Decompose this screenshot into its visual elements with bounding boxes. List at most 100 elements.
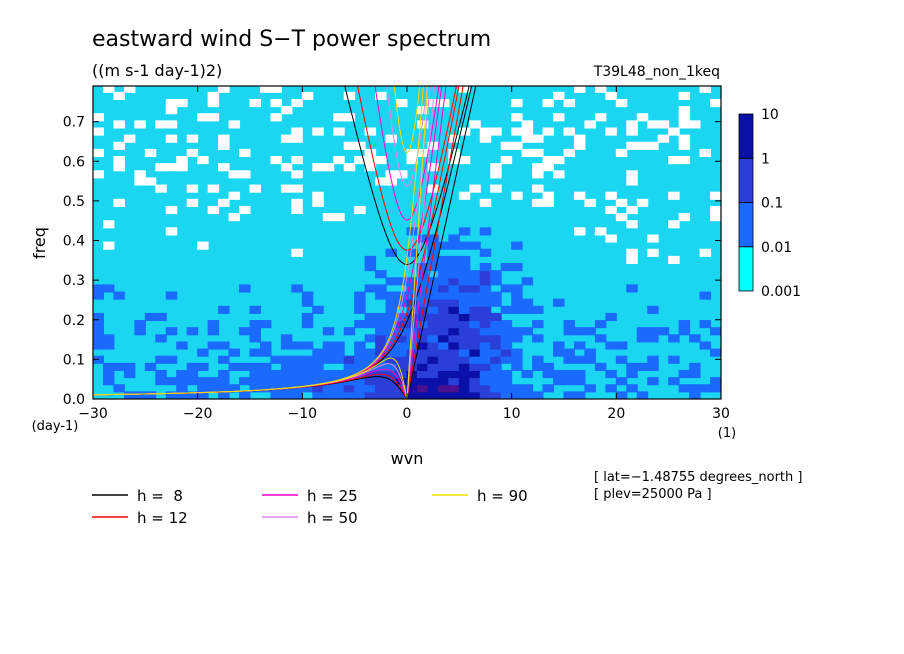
plot-area xyxy=(92,85,722,400)
spectrum-cell xyxy=(469,277,481,286)
spectrum-cell xyxy=(479,391,492,399)
spectrum-cell xyxy=(563,320,575,329)
spectrum-cell xyxy=(479,348,492,357)
spectrum-cell xyxy=(93,341,104,350)
spectrum-cell xyxy=(333,156,345,165)
spectrum-cell xyxy=(144,148,157,158)
spectrum-cell xyxy=(626,384,638,393)
spectrum-cell xyxy=(437,384,450,393)
spectrum-cell xyxy=(678,141,691,150)
spectrum-cell xyxy=(301,384,314,393)
spectrum-cell xyxy=(437,391,450,399)
spectrum-cell xyxy=(615,355,628,364)
spectrum-cell xyxy=(385,320,398,329)
spectrum-cell xyxy=(364,384,377,393)
spectrum-cell xyxy=(584,355,596,364)
spectrum-cell xyxy=(479,369,492,379)
spectrum-cell xyxy=(197,113,209,122)
spectrum-cell xyxy=(626,120,638,129)
spectrum-cell xyxy=(490,327,502,336)
spectrum-cell xyxy=(532,163,544,172)
spectrum-cell xyxy=(689,120,701,129)
spectrum-cell xyxy=(605,341,617,350)
spectrum-cell xyxy=(364,163,377,172)
legend: h = 8 h = 12 h = 25 h = 50 h = 90 xyxy=(92,487,528,527)
spectrum-cell xyxy=(699,320,712,329)
spectrum-cell xyxy=(239,377,251,386)
spectrum-cell xyxy=(678,320,691,329)
spectrum-cell xyxy=(280,355,293,364)
spectrum-cell xyxy=(500,377,513,386)
spectrum-cell xyxy=(448,377,460,386)
spectrum-cell xyxy=(521,298,534,307)
spectrum-cell xyxy=(123,391,136,399)
spectrum-cell xyxy=(218,134,230,143)
spectrum-cell xyxy=(710,384,721,393)
spectrum-cell xyxy=(343,163,356,172)
spectrum-cell xyxy=(416,377,429,386)
spectrum-cell xyxy=(291,127,303,136)
spectrum-cell xyxy=(490,369,502,379)
spectrum-cell xyxy=(375,362,387,371)
spectrum-cell xyxy=(102,377,115,386)
spectrum-cell xyxy=(553,341,565,350)
spectrum-cell xyxy=(458,320,471,329)
spectrum-cell xyxy=(458,227,471,236)
spectrum-cell xyxy=(239,170,251,179)
spectrum-cell xyxy=(93,334,104,343)
spectrum-cell xyxy=(647,305,659,314)
spectrum-cell xyxy=(479,298,492,307)
spectrum-cell xyxy=(584,348,596,357)
spectrum-cell xyxy=(710,191,721,200)
spectrum-cell xyxy=(511,355,523,364)
spectrum-cell xyxy=(134,170,146,179)
spectrum-cell xyxy=(448,348,460,357)
spectrum-cell xyxy=(406,391,418,399)
spectrum-cell xyxy=(249,377,261,386)
colorbar-swatch xyxy=(738,113,754,159)
spectrum-cell xyxy=(186,377,199,386)
spectrum-cell xyxy=(532,170,544,179)
y-tick-label: 0.2 xyxy=(63,313,85,329)
spectrum-cell xyxy=(448,369,460,379)
spectrum-cell xyxy=(364,369,377,379)
spectrum-cell xyxy=(469,312,481,322)
spectrum-cell xyxy=(301,291,314,300)
spectrum-cell xyxy=(427,384,439,393)
spectrum-cell xyxy=(113,198,125,207)
spectrum-cell xyxy=(511,391,523,399)
spectrum-cell xyxy=(354,320,366,329)
spectrum-cell xyxy=(542,191,555,200)
spectrum-cell xyxy=(458,312,471,322)
spectrum-cell xyxy=(563,327,575,336)
spectrum-cell xyxy=(291,248,303,257)
spectrum-cell xyxy=(469,320,481,329)
spectrum-cell xyxy=(479,312,492,322)
spectrum-cell xyxy=(605,369,617,379)
spectrum-cell xyxy=(511,98,523,108)
spectrum-cell xyxy=(375,156,387,165)
spectrum-cell xyxy=(437,291,450,300)
spectrum-cell xyxy=(218,141,230,150)
spectrum-cell xyxy=(427,163,439,172)
spectrum-cell xyxy=(521,305,534,314)
spectrum-cell xyxy=(270,384,282,393)
spectrum-cell xyxy=(322,213,335,222)
spectrum-cell xyxy=(364,348,377,357)
spectrum-cell xyxy=(186,327,199,336)
spectrum-cell xyxy=(500,355,513,364)
spectrum-cell xyxy=(427,320,439,329)
spectrum-cell xyxy=(416,284,429,293)
spectrum-cell xyxy=(605,312,617,322)
spectrum-cell xyxy=(437,241,450,250)
spectrum-cell xyxy=(521,384,534,393)
spectrum-cell xyxy=(563,355,575,364)
spectrum-cell xyxy=(689,334,701,343)
spectrum-cell xyxy=(521,127,534,136)
spectrum-cell xyxy=(668,355,680,364)
spectrum-cell xyxy=(573,327,586,336)
spectrum-cell xyxy=(165,391,178,399)
pressure-annotation: [ plev=25000 Pa ] xyxy=(594,487,712,502)
colorbar-swatch xyxy=(738,157,754,203)
spectrum-cell xyxy=(364,334,377,343)
